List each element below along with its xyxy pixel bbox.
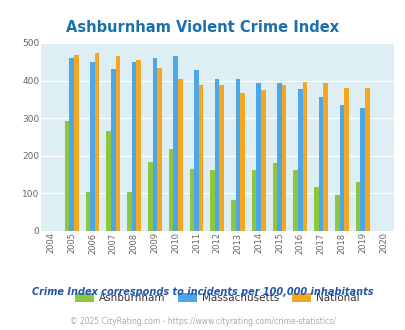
Bar [339,105,343,231]
Bar [302,82,307,231]
Bar [157,69,161,231]
Bar [85,192,90,231]
Bar [334,194,339,231]
Bar [293,170,297,231]
Bar [277,83,281,231]
Bar [132,62,136,231]
Bar [194,70,198,231]
Bar [95,53,99,231]
Bar [173,56,177,231]
Bar [90,62,95,231]
Bar [272,163,277,231]
Bar [136,60,141,231]
Bar [210,170,214,231]
Bar [297,89,302,231]
Legend: Ashburnham, Massachusetts, National: Ashburnham, Massachusetts, National [75,293,358,303]
Bar [240,93,244,231]
Bar [69,58,74,231]
Bar [360,108,364,231]
Bar [251,170,256,231]
Bar [318,97,323,231]
Bar [343,88,348,231]
Bar [355,182,360,231]
Bar [313,187,318,231]
Bar [364,88,369,231]
Bar [260,89,265,231]
Bar [189,169,194,231]
Bar [65,121,69,231]
Text: Ashburnham Violent Crime Index: Ashburnham Violent Crime Index [66,20,339,35]
Bar [256,83,260,231]
Bar [177,79,182,231]
Bar [115,56,120,231]
Bar [214,79,219,231]
Bar [152,58,157,231]
Bar [74,54,79,231]
Bar [230,200,235,231]
Bar [235,79,240,231]
Text: © 2025 CityRating.com - https://www.cityrating.com/crime-statistics/: © 2025 CityRating.com - https://www.city… [70,317,335,326]
Bar [198,85,203,231]
Bar [323,83,327,231]
Bar [106,131,111,231]
Bar [168,149,173,231]
Bar [148,162,152,231]
Bar [111,69,115,231]
Bar [219,85,224,231]
Text: Crime Index corresponds to incidents per 100,000 inhabitants: Crime Index corresponds to incidents per… [32,287,373,297]
Bar [281,85,286,231]
Bar [127,192,132,231]
